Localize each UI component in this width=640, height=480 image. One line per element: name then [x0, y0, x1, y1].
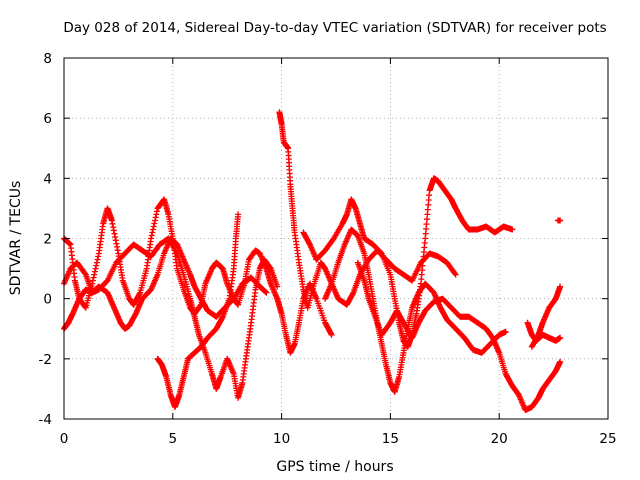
y-tick-label: 6	[43, 111, 52, 127]
y-tick-label: -2	[39, 352, 52, 368]
series-trace-8	[354, 259, 564, 413]
data-point	[89, 277, 96, 284]
data-point	[509, 226, 516, 233]
data-point	[91, 268, 98, 275]
chart-title: Day 028 of 2014, Sidereal Day-to-day VTE…	[63, 20, 606, 36]
data-point	[235, 211, 242, 218]
x-tick-label: 25	[599, 431, 616, 447]
data-point	[306, 240, 313, 247]
y-tick-label: 8	[43, 51, 52, 67]
series-trace-2	[61, 235, 281, 401]
y-tick-label: 2	[43, 232, 52, 248]
data-point	[149, 229, 156, 236]
data-point	[274, 283, 281, 290]
data-point	[153, 208, 160, 215]
y-tick-label: 0	[43, 292, 52, 308]
series-trace-4	[154, 211, 242, 410]
data-point	[263, 289, 270, 296]
data-point	[150, 226, 156, 233]
x-tick-label: 15	[382, 431, 399, 447]
series-trace-11	[555, 217, 564, 224]
data-point	[112, 234, 119, 240]
y-tick-label: 4	[43, 171, 52, 187]
data-point	[151, 220, 158, 227]
x-tick-label: 20	[491, 431, 508, 447]
x-tick-label: 0	[60, 431, 69, 447]
series-trace-3	[61, 235, 270, 332]
x-axis-label: GPS time / hours	[276, 459, 393, 475]
data-point	[93, 262, 100, 269]
data-point	[451, 270, 458, 277]
data-point	[148, 235, 154, 242]
x-tick-label: 10	[273, 431, 290, 447]
y-axis-label: SDTVAR / TECUs	[8, 181, 24, 296]
data-point	[452, 271, 459, 278]
data-point	[152, 214, 159, 221]
data-point	[109, 220, 116, 227]
data-point	[114, 247, 121, 254]
data-point	[94, 256, 101, 263]
data-point	[328, 331, 335, 338]
data-point	[136, 290, 143, 297]
y-tick-label: -4	[39, 412, 52, 428]
data-points	[61, 109, 564, 413]
data-point	[110, 227, 117, 234]
data-point	[91, 271, 98, 278]
data-point	[502, 328, 509, 335]
data-point	[113, 240, 120, 247]
series-trace-5	[276, 109, 459, 311]
x-tick-label: 5	[169, 431, 178, 447]
